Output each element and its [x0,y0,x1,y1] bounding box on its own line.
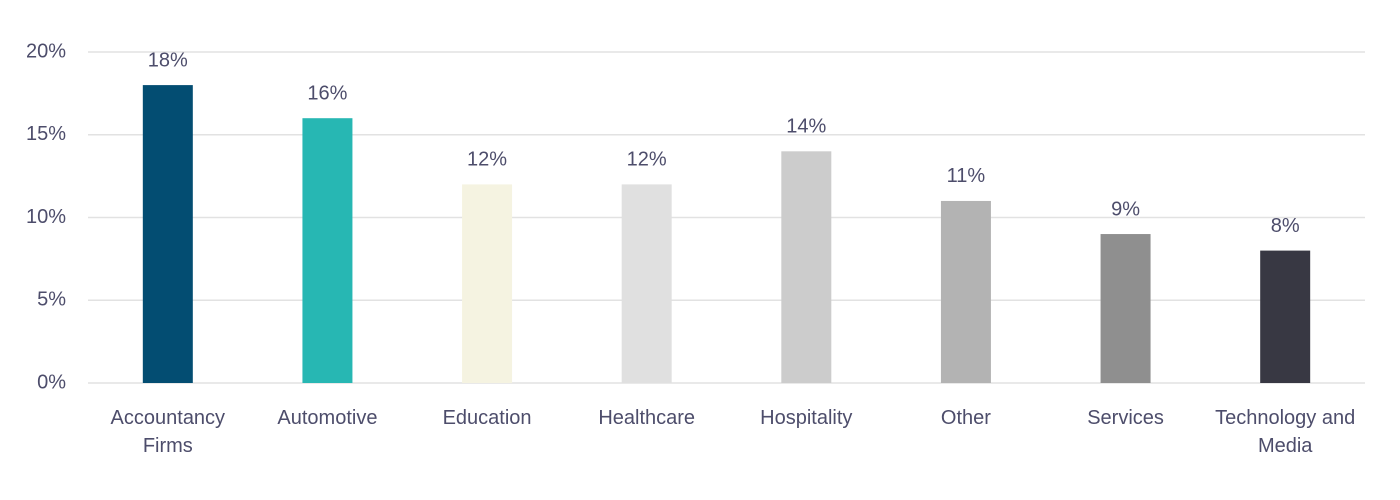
x-tick-label: Education [442,407,532,429]
value-label: 11% [947,165,986,187]
y-tick-label: 5% [37,289,66,311]
y-tick-label: 0% [37,371,66,393]
x-tick-label: Hospitality [760,407,853,429]
bar [621,184,672,383]
x-tick-label: Services [1087,407,1164,429]
x-tick-label: Other [940,407,991,429]
value-label: 12% [467,149,507,171]
bar [940,200,991,383]
value-label: 16% [307,82,347,104]
value-label: 12% [627,149,667,171]
value-label: 14% [786,116,826,138]
y-tick-label: 10% [26,206,66,228]
value-label: 18% [148,49,188,71]
y-tick-label: 15% [26,123,66,145]
value-label: 8% [1271,215,1300,237]
x-tick-label: Accountancy Firms [110,407,226,457]
bar [1260,250,1311,383]
x-tick-label: Technology and Media [1215,407,1356,457]
bar [462,184,513,383]
value-label: 9% [1111,198,1140,220]
bar [142,85,193,383]
bar [781,151,832,383]
x-tick-label: Automotive [277,407,378,429]
y-tick-label: 20% [26,40,66,62]
bar [1100,234,1151,383]
x-tick-label: Healthcare [598,407,696,429]
bar [302,118,353,383]
